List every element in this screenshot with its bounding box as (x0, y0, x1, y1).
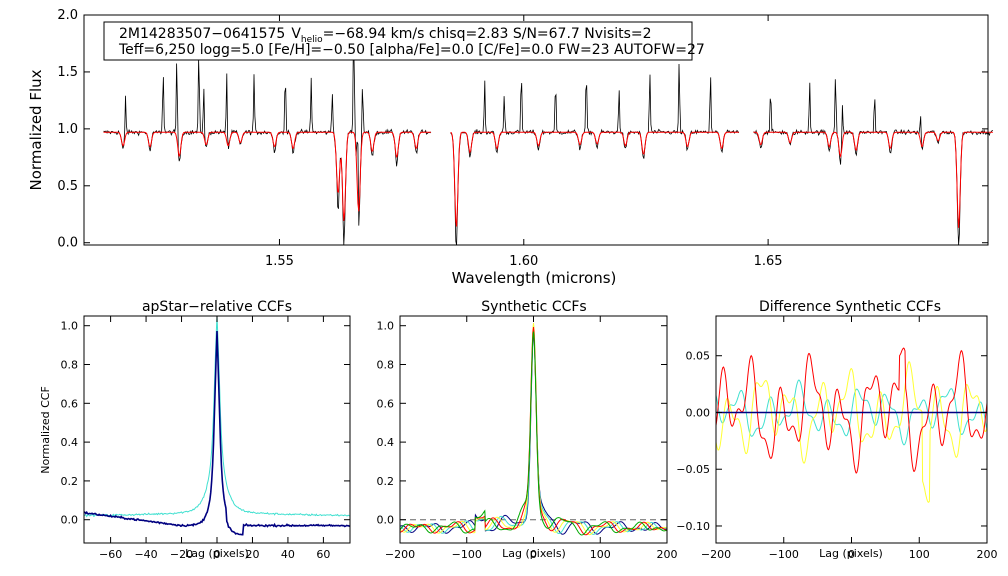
ccf2-series-4 (399, 331, 668, 536)
y-tick-label: 0.0 (57, 236, 78, 251)
spectrum-observed-line (450, 63, 740, 246)
ccf2-series-3 (400, 327, 668, 536)
info-vhelio-v: V (291, 26, 301, 42)
ccf2-series-1 (399, 324, 668, 535)
info-box: 2M14283507−0641575 Vhelio=−68.94 km/s chi… (103, 21, 705, 61)
ccf1-xlabel: Lag (pixels) (185, 547, 249, 560)
y-tick-label: 0.0 (377, 514, 395, 527)
x-tick-label: 0 (530, 548, 537, 561)
spectrum-axes: 1.55 1.60 1.65 0.0 0.5 1.0 1.5 2.0 (57, 8, 988, 269)
y-tick-label: 0.2 (377, 475, 395, 488)
x-tick-label: 200 (977, 548, 998, 561)
info-box-frame (103, 21, 693, 61)
info-line-1: 2M14283507−0641575 Vhelio=−68.94 km/s chi… (119, 26, 652, 45)
y-tick-label: 0.6 (61, 397, 79, 410)
y-tick-label: 0.6 (377, 397, 395, 410)
spectrum-model-line (103, 131, 431, 222)
x-tick-label: −100 (769, 548, 799, 561)
y-tick-label: 0.5 (57, 179, 78, 194)
x-tick-label: −100 (452, 548, 482, 561)
x-tick-label: 1.55 (265, 254, 294, 269)
info-vhelio-sub: helio (301, 35, 323, 45)
y-tick-label: 0.2 (61, 475, 79, 488)
y-tick-label: −0.05 (676, 463, 710, 476)
y-tick-label: 0.4 (61, 436, 79, 449)
y-tick-label: −0.10 (676, 520, 710, 533)
ccf3-title: Difference Synthetic CCFs (759, 299, 941, 315)
spectrum-xlabel: Wavelength (microns) (452, 269, 617, 287)
ccf2-axes: −200 −100 0 100 200 0.0 0.2 0.4 0.6 0.8 1.0 (377, 316, 678, 561)
y-tick-label: 1.5 (57, 65, 78, 80)
x-tick-label: 1.60 (509, 254, 538, 269)
x-tick-label: −200 (385, 548, 415, 561)
ccf2-xlabel: Lag (pixels) (502, 547, 566, 560)
spectrum-plot-frame (83, 14, 989, 246)
ccf3-axes: −200 −100 0 100 200 −0.10 −0.05 0.00 0.05 (676, 316, 998, 561)
y-tick-label: 0.8 (377, 359, 395, 372)
ccf2-series-0 (399, 333, 668, 535)
spectrum-model-line (450, 131, 739, 227)
synthetic-ccf-plot: Synthetic CCFs −200 −100 0 100 200 0.0 0.2 0.4 0… (377, 299, 678, 561)
difference-ccf-plot: Difference Synthetic CCFs −200 −100 0 100 20… (676, 299, 997, 561)
ccf1-series-group (83, 315, 351, 536)
y-tick-label: 1.0 (57, 122, 78, 137)
ccf1-series-1 (83, 330, 351, 536)
spectrum-model-line (753, 131, 993, 228)
ccf1-title: apStar−relative CCFs (142, 299, 292, 315)
info-vhelio-rest: =−68.94 km/s chisq=2.83 S/N=67.7 Nvisits… (323, 26, 652, 42)
ccf1-ylabel: Normalized CCF (39, 386, 52, 474)
y-tick-label: 1.0 (377, 320, 395, 333)
x-tick-label: −20 (170, 548, 193, 561)
ccf3-series-1 (715, 360, 988, 503)
spectrum-observed-line (753, 79, 993, 246)
x-tick-label: 0 (214, 548, 221, 561)
y-tick-label: 0.05 (686, 350, 711, 363)
y-tick-label: 0.00 (686, 406, 711, 419)
y-tick-label: 1.0 (61, 320, 79, 333)
ccf2-title: Synthetic CCFs (481, 299, 586, 315)
x-tick-label: 1.65 (754, 254, 783, 269)
spectrum-ylabel: Normalized Flux (27, 69, 45, 190)
x-tick-label: 20 (245, 548, 259, 561)
x-tick-label: 200 (657, 548, 678, 561)
ccf2-series-2 (399, 323, 668, 536)
x-tick-label: 0 (848, 548, 855, 561)
x-tick-label: 60 (316, 548, 330, 561)
y-tick-label: 0.4 (377, 436, 395, 449)
y-tick-label: 0.0 (61, 514, 79, 527)
x-tick-label: 100 (590, 548, 611, 561)
x-tick-label: 40 (281, 548, 295, 561)
ccf2-series-group (399, 323, 668, 536)
y-tick-label: 2.0 (57, 8, 78, 23)
info-star-id: 2M14283507−0641575 (119, 26, 285, 42)
ccf3-series-group (715, 347, 988, 503)
ccf3-xlabel: Lag (pixels) (819, 547, 883, 560)
x-tick-label: −200 (701, 548, 731, 561)
info-line-2: Teff=6,250 logg=5.0 [Fe/H]=−0.50 [alpha/… (118, 42, 705, 58)
x-tick-label: 100 (909, 548, 930, 561)
ccf3-series-2 (715, 347, 988, 474)
spectrum-series-group (103, 27, 993, 246)
ccf1-axes: −60 −40 −20 0 20 40 60 0.0 0.2 0.4 0.6 0.8 1.0 (61, 316, 350, 561)
apstar-ccf-plot: apStar−relative CCFs −60 −40 −20 0 20 40 60 0.0… (39, 299, 351, 561)
ccf2-frame (399, 315, 668, 544)
y-tick-label: 0.8 (61, 359, 79, 372)
spectrum-plot: 1.55 1.60 1.65 0.0 0.5 1.0 1.5 2.0 Wavelength (… (27, 8, 993, 287)
x-tick-label: −40 (134, 548, 157, 561)
x-tick-label: −60 (99, 548, 122, 561)
